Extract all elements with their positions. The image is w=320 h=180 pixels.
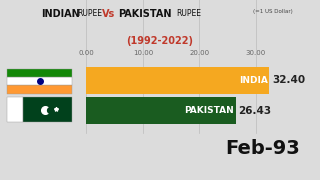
Text: RUPEE: RUPEE (77, 9, 102, 18)
Bar (7, 69, 72, 77)
Text: 32.40: 32.40 (272, 75, 305, 85)
Bar (86, 67, 269, 94)
Bar (7, 85, 72, 93)
Text: Vs: Vs (102, 9, 116, 19)
Text: PAKISTAN: PAKISTAN (184, 106, 234, 115)
Bar (86, 97, 236, 124)
Text: PAKISTAN: PAKISTAN (118, 9, 172, 19)
Text: INDIA: INDIA (239, 76, 268, 85)
Text: RUPEE: RUPEE (176, 9, 201, 18)
Bar (23, 97, 72, 122)
Bar (7, 77, 72, 85)
Bar (7, 97, 23, 122)
Text: (=1 US Dollar): (=1 US Dollar) (253, 9, 292, 14)
Text: (1992-2022): (1992-2022) (126, 36, 194, 46)
Text: Feb-93: Feb-93 (225, 139, 300, 158)
Text: 26.43: 26.43 (238, 105, 272, 116)
Text: INDIAN: INDIAN (42, 9, 80, 19)
